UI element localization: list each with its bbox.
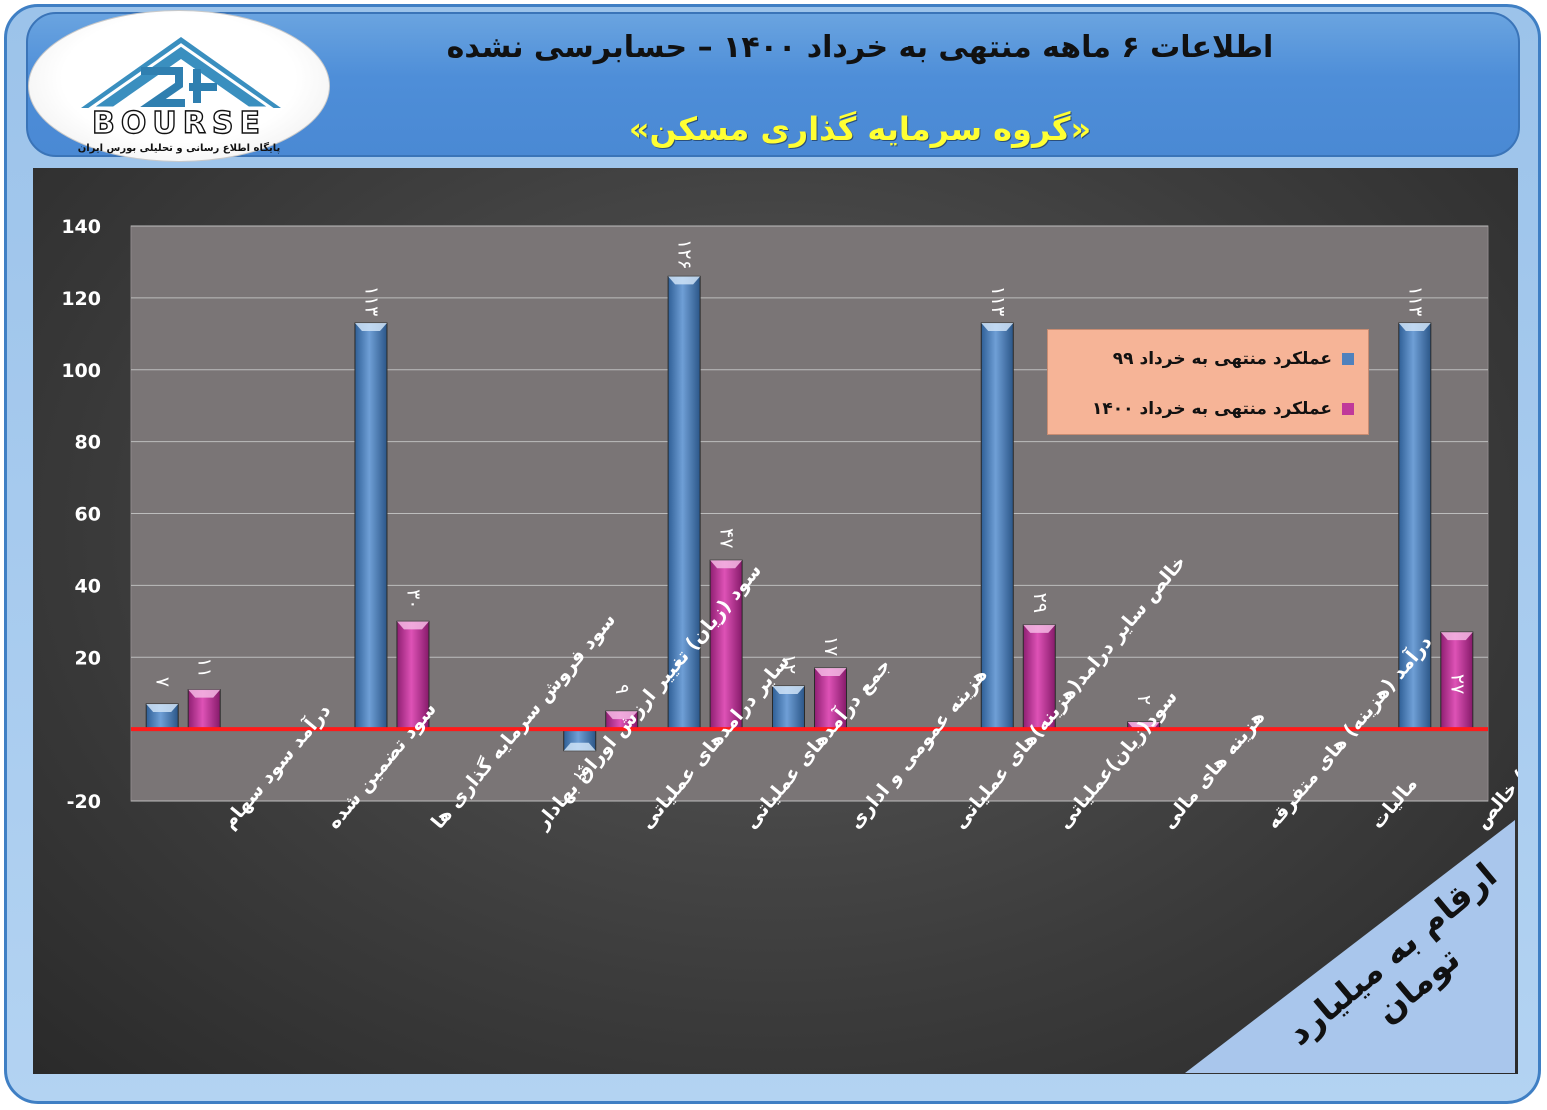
bar-series2 [1022, 624, 1056, 730]
bar-cap-series2 [605, 711, 638, 720]
bourse-logo: BOURSE پایگاه اطلاع رسانی و تحلیلی بورس … [28, 10, 330, 162]
bar-cap-series1 [354, 323, 387, 332]
data-label: ۳۰ [402, 589, 424, 609]
y-tick-label: 20 [75, 647, 101, 669]
bar-cap-series1 [668, 276, 701, 285]
bar-series1 [980, 322, 1014, 730]
data-label: ۲ [1133, 695, 1155, 705]
data-label: ۲۷ [1446, 674, 1468, 694]
bar-series2 [814, 667, 847, 730]
bar-cap-series1 [146, 703, 179, 712]
bar-cap-series1 [772, 686, 805, 694]
y-tick-label: 80 [75, 432, 101, 454]
bourse-logo-graphic: BOURSE پایگاه اطلاع رسانی و تحلیلی بورس … [78, 37, 281, 154]
bar-cap-series2 [188, 689, 221, 698]
bar-cap-series2 [814, 668, 847, 677]
y-tick-label: 140 [61, 216, 101, 238]
bar-cap-series1 [981, 323, 1014, 332]
page-title: اطلاعات ۶ ماهه منتهی به خرداد ۱۴۰۰ – حسا… [446, 30, 1274, 65]
legend-swatch-series1 [1342, 353, 1354, 365]
logo-tagline: پایگاه اطلاع رسانی و تحلیلی بورس ایران [78, 141, 281, 154]
data-label: ۲۹ [1029, 593, 1051, 613]
chart-legend: عملکرد منتهی به خرداد ۹۹ عملکرد منتهی به… [1047, 329, 1369, 435]
data-label: ۱۱۳ [360, 286, 382, 317]
legend-swatch-series2 [1342, 403, 1354, 415]
y-tick-label: -20 [67, 791, 101, 813]
bar-cap-series2 [396, 621, 429, 630]
data-label: ۱۲ [778, 654, 800, 674]
bar-series1 [354, 322, 388, 730]
legend-label-series1: عملکرد منتهی به خرداد ۹۹ [1112, 349, 1332, 369]
data-label: ۹ [611, 684, 633, 694]
data-label: ۱۷ [820, 636, 842, 656]
bar-cap-series2 [710, 560, 743, 569]
bar-chart: 140 120 100 80 60 40 20 -20 ۷ ۱۱۳ -۶ ۱۲۶ ۱۲ ۱۱۳ ۱۱۳ ۱۱ ۳… [61, 216, 1518, 834]
data-label: ۱۲۶ [674, 239, 696, 270]
bar-cap-series2 [1440, 632, 1473, 641]
page-subtitle: «گروه سرمایه گذاری مسکن» [628, 110, 1092, 148]
bar-cap-series1 [563, 742, 596, 751]
data-label: ۴۷ [716, 528, 738, 548]
logo-wordmark: BOURSE [92, 106, 266, 141]
legend-item-series1: عملکرد منتهی به خرداد ۹۹ [1113, 344, 1354, 374]
bar-series2 [709, 559, 743, 730]
data-label: ۱۱۳ [1404, 286, 1426, 317]
y-tick-label: 120 [61, 288, 101, 310]
data-label: ۱۱۳ [987, 286, 1009, 317]
data-label: ۱۱ [194, 657, 216, 677]
y-tick-label: 60 [75, 504, 101, 526]
data-label: ۷ [152, 677, 174, 687]
chart-area: 140 120 100 80 60 40 20 -20 ۷ ۱۱۳ -۶ ۱۲۶ ۱۲ ۱۱۳ ۱۱۳ ۱۱ ۳… [33, 168, 1518, 1074]
legend-item-series2: عملکرد منتهی به خرداد ۱۴۰۰ [1092, 394, 1354, 424]
bar-cap-series2 [1023, 624, 1056, 633]
data-label: -۶ [569, 764, 591, 781]
y-tick-label: 100 [61, 360, 101, 382]
y-tick-label: 40 [75, 575, 101, 597]
bar-cap-series1 [1398, 323, 1431, 332]
legend-label-series2: عملکرد منتهی به خرداد ۱۴۰۰ [1092, 399, 1332, 419]
